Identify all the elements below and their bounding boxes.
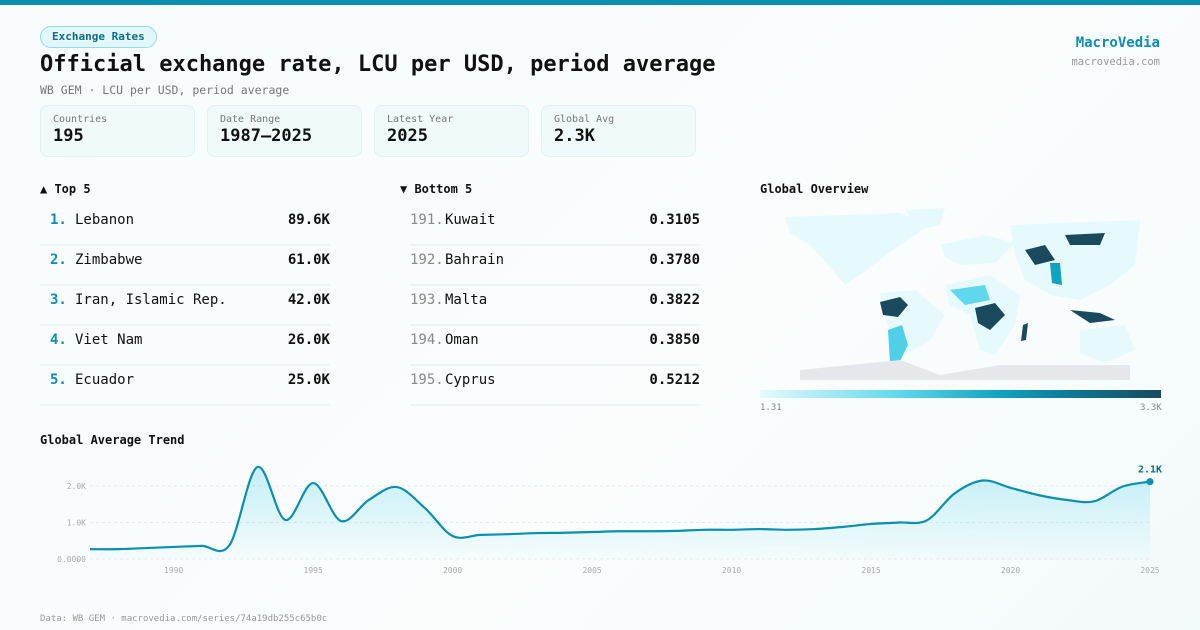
legend-min: 1.31 <box>760 403 782 413</box>
country-value: 0.3850 <box>649 332 700 348</box>
x-tick-label: 2005 <box>582 566 601 575</box>
list-item[interactable]: 1. Lebanon 89.6K <box>40 206 330 246</box>
map-southeast-asia <box>1070 310 1115 323</box>
list-item[interactable]: 194. Oman 0.3850 <box>410 326 700 366</box>
y-tick-label: 1.0K <box>67 519 86 528</box>
stat-label: Date Range <box>220 114 281 125</box>
stat-countries: Countries 195 <box>40 105 195 157</box>
stat-global-avg: Global Avg 2.3K <box>541 105 696 157</box>
map-north-america <box>785 213 930 285</box>
stat-label: Countries <box>53 114 108 125</box>
stat-value: 1987–2025 <box>220 126 313 146</box>
x-tick-label: 2020 <box>1001 566 1020 575</box>
country-value: 25.0K <box>287 372 330 388</box>
data-point <box>1146 478 1154 486</box>
top-accent-bar <box>0 0 1200 5</box>
country-name: Oman <box>445 332 479 348</box>
map-mongolia <box>1065 233 1105 245</box>
list-item[interactable]: 191. Kuwait 0.3105 <box>410 206 700 246</box>
y-tick-label: 2.0K <box>67 482 86 491</box>
x-tick-label: 1990 <box>164 566 183 575</box>
page-title: Official exchange rate, LCU per USD, per… <box>40 52 716 77</box>
map-west-africa <box>950 285 990 305</box>
country-value: 0.5212 <box>649 372 700 388</box>
country-name: Viet Nam <box>75 332 143 348</box>
legend-max: 3.3K <box>1140 403 1162 413</box>
list-item[interactable]: 192. Bahrain 0.3780 <box>410 246 700 286</box>
map-antarctica <box>800 360 1130 380</box>
list-item[interactable]: 195. Cyprus 0.5212 <box>410 366 700 406</box>
x-tick-label: 2010 <box>722 566 741 575</box>
country-name: Malta <box>445 292 488 308</box>
country-value: 0.3822 <box>649 292 700 308</box>
country-name: Zimbabwe <box>75 252 143 268</box>
trend-heading: Global Average Trend <box>40 433 185 447</box>
country-name: Bahrain <box>445 252 505 268</box>
rank: 191. <box>410 212 444 228</box>
stat-label: Global Avg <box>554 114 615 125</box>
world-map[interactable] <box>780 205 1140 380</box>
rank: 192. <box>410 252 444 268</box>
stat-date-range: Date Range 1987–2025 <box>207 105 362 157</box>
brand-url[interactable]: macrovedia.com <box>1071 56 1160 68</box>
last-value-label: 2.1K <box>1138 465 1162 476</box>
list-item[interactable]: 5. Ecuador 25.0K <box>40 366 330 406</box>
bottom5-heading: ▼ Bottom 5 <box>400 182 473 196</box>
map-australia <box>1080 325 1135 363</box>
rank: 195. <box>410 372 444 388</box>
country-name: Lebanon <box>75 212 135 228</box>
country-name: Iran, Islamic Rep. <box>75 292 227 308</box>
brand-logo[interactable]: MacroVedia <box>1075 35 1160 51</box>
rank: 194. <box>410 332 444 348</box>
map-venezuela-colombia <box>880 297 908 317</box>
country-value: 0.3105 <box>649 212 700 228</box>
rank: 193. <box>410 292 444 308</box>
rank: 2. <box>50 252 67 268</box>
country-value: 26.0K <box>287 332 330 348</box>
stat-value: 195 <box>53 126 84 146</box>
country-name: Ecuador <box>75 372 135 388</box>
map-madagascar <box>1021 323 1028 341</box>
country-value: 42.0K <box>287 292 330 308</box>
rank: 3. <box>50 292 67 308</box>
list-item[interactable]: 3. Iran, Islamic Rep. 42.0K <box>40 286 330 326</box>
category-tag[interactable]: Exchange Rates <box>40 26 157 48</box>
list-item[interactable]: 193. Malta 0.3822 <box>410 286 700 326</box>
country-value: 61.0K <box>287 252 330 268</box>
map-heading: Global Overview <box>760 182 869 196</box>
country-value: 0.3780 <box>649 252 700 268</box>
map-myanmar <box>1050 263 1062 285</box>
y-tick-label: 0.0000 <box>57 555 86 564</box>
map-iran <box>1025 245 1055 265</box>
footer-source: Data: WB GEM · macrovedia.com/series/74a… <box>40 614 328 624</box>
map-greenland <box>905 208 945 230</box>
map-argentina <box>888 325 908 365</box>
list-item[interactable]: 4. Viet Nam 26.0K <box>40 326 330 366</box>
rank: 1. <box>50 212 67 228</box>
rank: 4. <box>50 332 67 348</box>
map-central-africa <box>975 303 1005 330</box>
trend-line <box>89 465 1151 553</box>
stat-value: 2.3K <box>554 126 595 146</box>
x-tick-label: 2000 <box>443 566 462 575</box>
trend-area <box>90 466 1150 559</box>
country-name: Cyprus <box>445 372 496 388</box>
map-asia <box>1010 220 1140 300</box>
map-color-legend <box>760 390 1161 398</box>
rank: 5. <box>50 372 67 388</box>
top5-heading: ▲ Top 5 <box>40 182 91 196</box>
stat-value: 2025 <box>387 126 428 146</box>
stat-latest-year: Latest Year 2025 <box>374 105 529 157</box>
x-tick-label: 2015 <box>861 566 880 575</box>
stat-label: Latest Year <box>387 114 454 125</box>
page-subtitle: WB GEM · LCU per USD, period average <box>40 83 290 97</box>
country-name: Kuwait <box>445 212 496 228</box>
trend-chart[interactable]: 0.0000 1.0K 2.0K 1990 1995 2000 2005 2010 2015 20… <box>0 450 1200 580</box>
x-tick-label: 1995 <box>304 566 323 575</box>
x-tick-label: 2025 <box>1140 566 1159 575</box>
list-item[interactable]: 2. Zimbabwe 61.0K <box>40 246 330 286</box>
map-europe <box>940 235 1015 265</box>
country-value: 89.6K <box>287 212 330 228</box>
